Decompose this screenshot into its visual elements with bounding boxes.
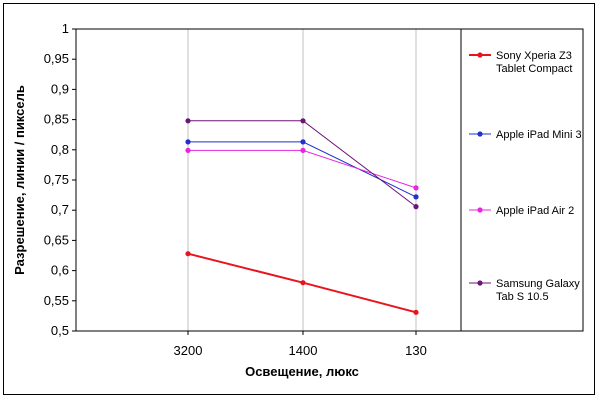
legend-symbol-3 <box>469 280 491 286</box>
data-point-0-0 <box>185 251 191 257</box>
y-tick-label: 0,95 <box>44 51 69 66</box>
y-tick-label: 1 <box>62 21 69 36</box>
legend-symbol-0 <box>469 52 491 58</box>
legend-label-0: Sony Xperia Z3 <box>496 50 572 62</box>
y-tick-label: 0,5 <box>51 323 69 338</box>
data-point-1-2 <box>413 194 419 200</box>
data-point-3-2 <box>413 204 419 210</box>
y-tick-label: 0,85 <box>44 112 69 127</box>
x-axis-label: Освещение, люкс <box>245 364 359 379</box>
legend-label-3: Samsung Galaxy <box>496 278 580 290</box>
y-tick-label: 0,75 <box>44 172 69 187</box>
legend-label-3: Tab S 10.5 <box>496 291 549 303</box>
y-tick-label: 0,9 <box>51 81 69 96</box>
x-tick-label: 130 <box>405 343 427 358</box>
legend-box <box>460 28 584 332</box>
x-tick-label: 1400 <box>289 343 318 358</box>
data-point-2-0 <box>185 147 191 153</box>
series-line-3 <box>188 120 417 207</box>
data-point-1-0 <box>185 139 191 145</box>
y-axis-label: Разрешение, линии / пиксель <box>12 85 27 275</box>
y-tick-label: 0,65 <box>44 232 69 247</box>
data-point-3-1 <box>300 118 306 124</box>
chart-frame: 0,5 0,55 0,6 0,65 0,7 0,75 0,8 0,85 0,9 0,95 1 320… <box>3 3 595 395</box>
legend-label-2: Apple iPad Air 2 <box>496 205 574 217</box>
data-point-0-1 <box>300 280 306 286</box>
legend-label-1: Apple iPad Mini 3 <box>496 129 582 141</box>
y-tick-label: 0,8 <box>51 142 69 157</box>
series-group <box>185 118 419 315</box>
x-axis-ticks: 3200 1400 130 <box>174 331 427 358</box>
data-point-2-2 <box>413 185 419 191</box>
data-point-3-0 <box>185 118 191 124</box>
y-axis-ticks: 0,5 0,55 0,6 0,65 0,7 0,75 0,8 0,85 0,9 0,95 1 <box>44 21 76 338</box>
line-chart: 0,5 0,55 0,6 0,65 0,7 0,75 0,8 0,85 0,9 0,95 1 320… <box>12 21 584 379</box>
legend-symbol-2 <box>469 207 491 213</box>
data-point-2-1 <box>300 147 306 153</box>
x-tick-label: 3200 <box>174 343 203 358</box>
legend-label-0: Tablet Compact <box>496 63 572 75</box>
y-tick-label: 0,7 <box>51 202 69 217</box>
y-tick-label: 0,55 <box>44 293 69 308</box>
series-line-2 <box>188 149 417 189</box>
y-tick-label: 0,6 <box>51 263 69 278</box>
data-point-1-1 <box>300 139 306 145</box>
legend-symbol-1 <box>469 131 491 137</box>
plot-area <box>75 28 462 332</box>
data-point-0-2 <box>413 309 419 315</box>
